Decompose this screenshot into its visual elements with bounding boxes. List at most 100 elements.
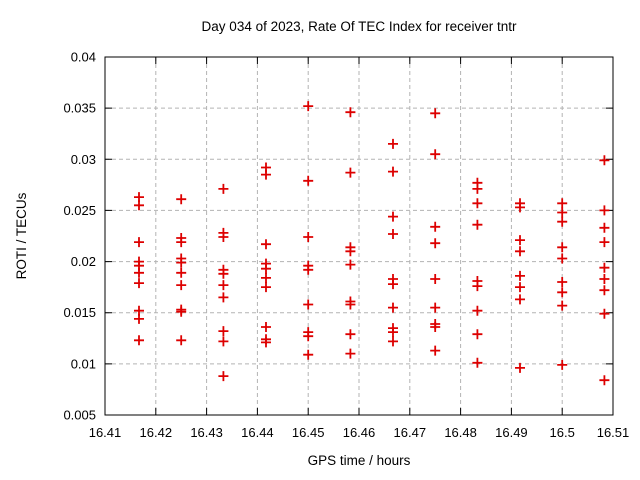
data-point-marker [430,238,441,249]
data-point-marker [261,263,271,274]
data-point-marker [345,329,356,340]
x-tick-label: 16.49 [495,425,528,440]
data-point-marker [388,327,398,338]
data-point-marker [218,371,229,382]
data-point-marker [557,300,568,311]
data-point-marker [218,326,229,337]
data-point-marker [303,175,314,186]
data-point-marker [515,202,525,213]
data-point-marker [599,222,610,233]
data-point-marker [515,294,525,305]
data-point-marker [599,375,610,386]
data-point-marker [388,211,398,222]
data-point-marker [218,336,229,347]
data-point-marker [345,259,356,270]
data-point-marker [176,335,187,346]
data-point-marker [515,282,525,293]
x-tick-label: 16.48 [444,425,477,440]
y-tick-label: 0.015 [63,305,96,320]
x-tick-label: 16.42 [140,425,173,440]
x-tick-label: 16.47 [394,425,427,440]
data-point-marker [557,277,568,287]
data-point-marker [261,169,271,180]
data-point-marker [599,285,610,296]
data-point-marker [557,216,568,227]
data-point-marker [515,362,525,373]
data-point-marker [261,337,271,348]
data-point-marker [430,108,441,119]
data-point-marker [176,237,187,248]
data-point-marker [472,183,483,194]
data-point-marker [218,280,229,291]
data-point-marker [134,267,144,278]
data-point-marker [430,322,441,332]
data-point-marker [599,155,610,166]
chart-title: Day 034 of 2023, Rate Of TEC Index for r… [201,19,517,34]
data-point-marker [303,101,314,112]
data-point-marker [176,267,187,278]
data-point-marker [388,138,398,149]
data-point-marker [388,302,398,313]
data-point-marker [472,305,483,316]
data-point-marker [472,198,483,209]
data-point-marker [261,239,271,250]
data-point-marker [261,272,271,283]
data-point-marker [599,274,610,284]
data-point-marker [599,205,610,216]
data-point-marker [472,219,483,230]
data-point-marker [430,221,441,232]
data-point-marker [599,237,610,248]
y-tick-label: 0.04 [71,50,96,65]
data-point-marker [557,359,568,370]
data-point-marker [430,345,441,356]
data-point-marker [599,262,610,273]
data-point-marker [134,313,144,324]
data-point-marker [176,306,187,317]
data-point-marker [345,246,356,257]
y-tick-label: 0.02 [71,254,96,269]
x-tick-label: 16.44 [241,425,274,440]
data-point-marker [261,322,271,332]
data-point-marker [218,183,229,194]
data-point-marker [303,331,314,342]
x-axis-label: GPS time / hours [307,453,411,468]
y-tick-label: 0.035 [63,101,96,116]
x-tick-label: 16.43 [190,425,223,440]
data-point-marker [557,198,568,209]
data-point-marker [134,335,144,346]
y-tick-label: 0.03 [71,152,96,167]
tick-marks [104,56,614,416]
data-point-marker [430,149,441,160]
data-point-marker [134,278,144,289]
data-point-marker [557,242,568,253]
data-point-marker [388,166,398,177]
data-point-marker [218,268,229,279]
data-point-marker [303,299,314,310]
data-point-marker [303,264,314,275]
data-point-marker [515,270,525,281]
data-point-marker [557,253,568,264]
y-tick-label: 0.01 [71,356,96,371]
data-point-marker [430,302,441,313]
data-point-marker [303,349,314,360]
x-tick-label: 16.5 [550,425,575,440]
data-point-marker [557,287,568,298]
data-point-marker [515,246,525,257]
data-point-marker [176,257,187,268]
x-tick-label: 16.51 [597,425,630,440]
data-point-marker [261,282,271,293]
data-point-marker [218,232,229,242]
data-point-marker [218,292,229,303]
data-point-marker [176,194,187,205]
data-point-marker [430,274,441,284]
data-point-marker [557,207,568,218]
x-tick-label: 16.45 [292,425,325,440]
data-point-marker [176,280,187,291]
data-point-marker [345,107,356,118]
data-point-marker [345,167,356,178]
data-point-marker [134,237,144,248]
x-tick-label: 16.46 [343,425,376,440]
data-point-marker [388,229,398,239]
